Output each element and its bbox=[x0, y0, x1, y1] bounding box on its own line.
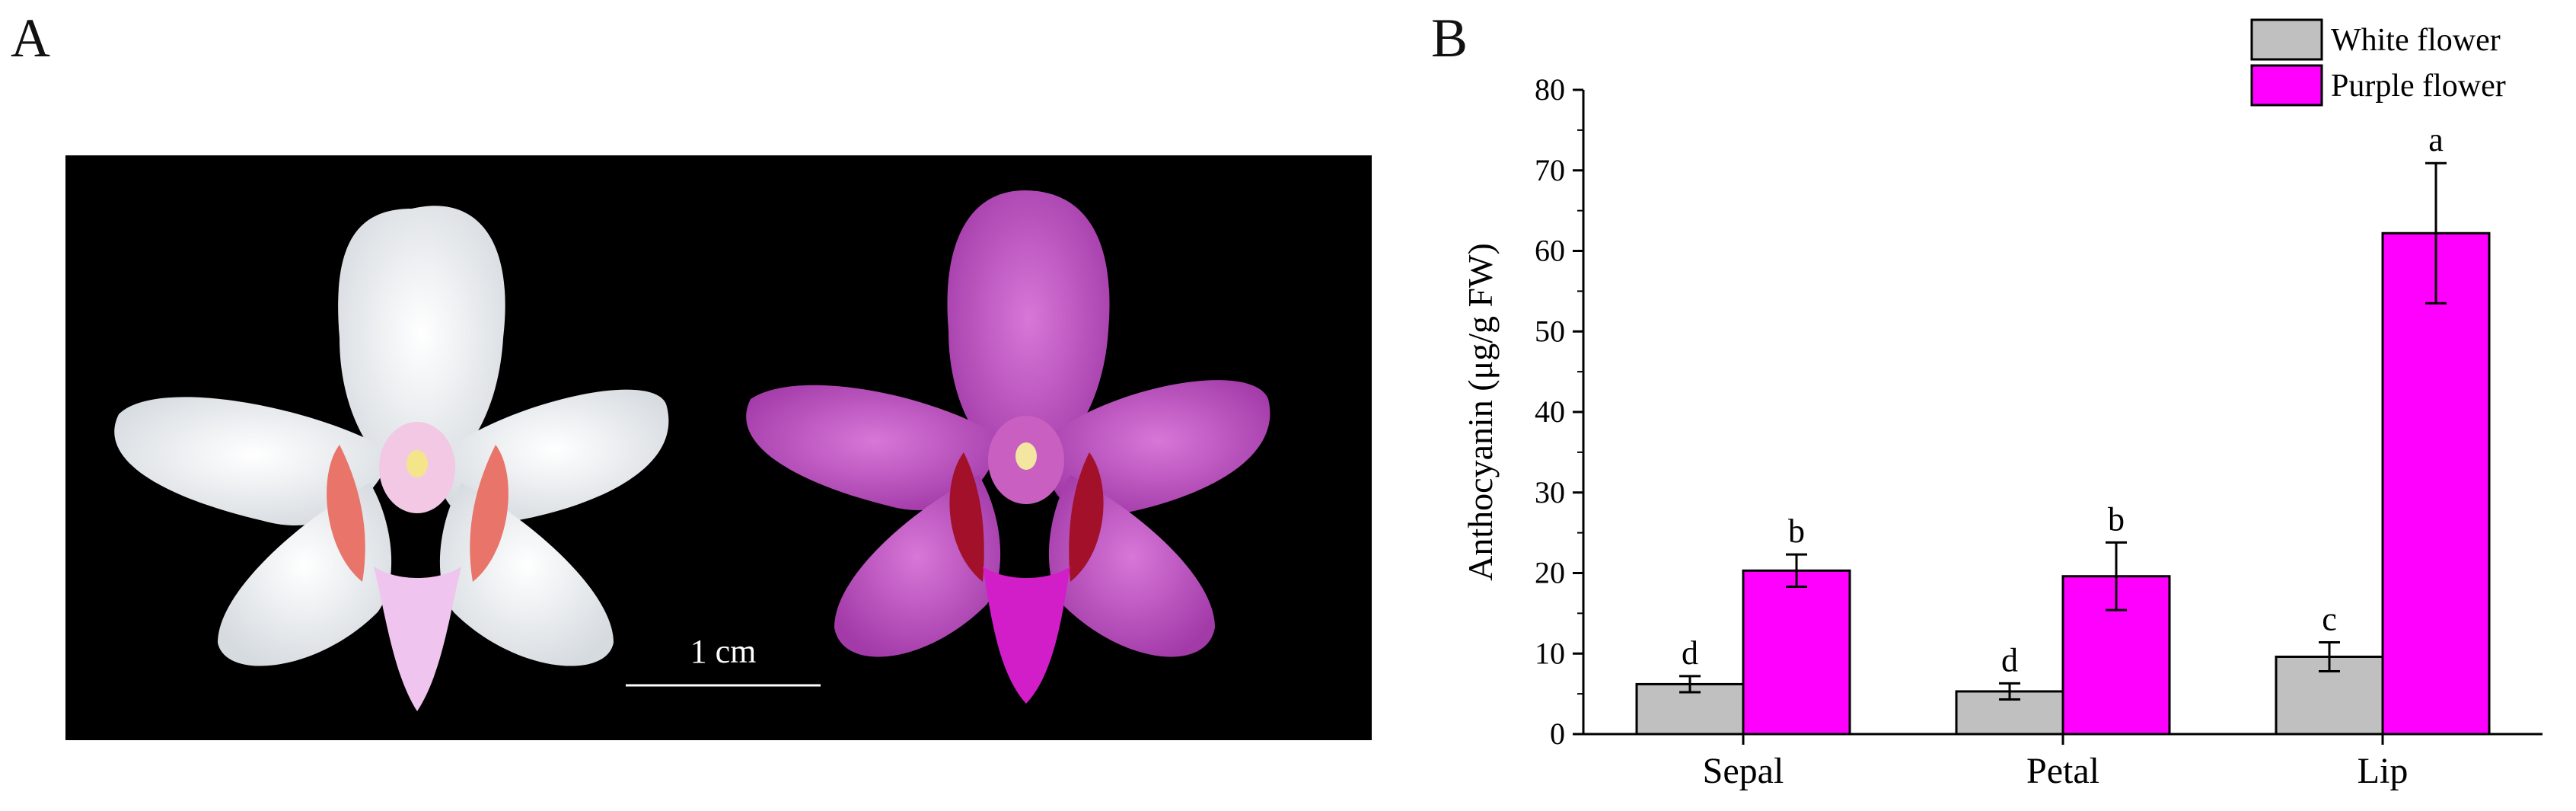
legend-swatch bbox=[2250, 18, 2323, 61]
bar bbox=[2381, 231, 2491, 736]
orchid-flowers-photo: 1 cm bbox=[65, 155, 1372, 740]
y-axis-label: Anthocyanin (μg/g FW) bbox=[1461, 243, 1500, 581]
significance-letter: b bbox=[2108, 500, 2125, 538]
x-tick-label: Lip bbox=[2358, 751, 2409, 791]
y-tick-label: 40 bbox=[1535, 394, 1565, 429]
y-tick-label: 0 bbox=[1550, 717, 1565, 751]
significance-letter: b bbox=[1788, 512, 1805, 550]
y-tick-label: 80 bbox=[1535, 72, 1565, 107]
y-tick-label: 50 bbox=[1535, 314, 1565, 348]
panel-a-label: A bbox=[11, 8, 50, 69]
significance-letter: c bbox=[2322, 600, 2337, 637]
y-tick-label: 60 bbox=[1535, 234, 1565, 268]
y-tick-label: 30 bbox=[1535, 475, 1565, 509]
y-tick-label: 70 bbox=[1535, 153, 1565, 187]
significance-letter: d bbox=[2001, 641, 2018, 678]
bar bbox=[1742, 569, 1851, 736]
x-tick-label: Sepal bbox=[1703, 751, 1784, 791]
white-orchid-image bbox=[114, 206, 669, 711]
purple-orchid-image bbox=[746, 190, 1270, 704]
significance-letter: a bbox=[2428, 121, 2444, 158]
legend-label: Purple flower bbox=[2331, 69, 2506, 104]
y-tick-label: 10 bbox=[1535, 636, 1565, 670]
x-tick-label: Petal bbox=[2026, 751, 2099, 791]
significance-letter: d bbox=[1682, 634, 1698, 672]
y-tick-label: 20 bbox=[1535, 556, 1565, 590]
legend-swatch bbox=[2250, 64, 2323, 107]
scale-bar-label: 1 cm bbox=[690, 633, 757, 670]
panel-b-label: B bbox=[1431, 8, 1468, 69]
legend-label: White flower bbox=[2331, 23, 2501, 58]
anthocyanin-bar-chart: 0 10 20 30 40 50 60 70 80 Anthocyanin (μg/g FW) Se… bbox=[1408, 0, 2576, 807]
